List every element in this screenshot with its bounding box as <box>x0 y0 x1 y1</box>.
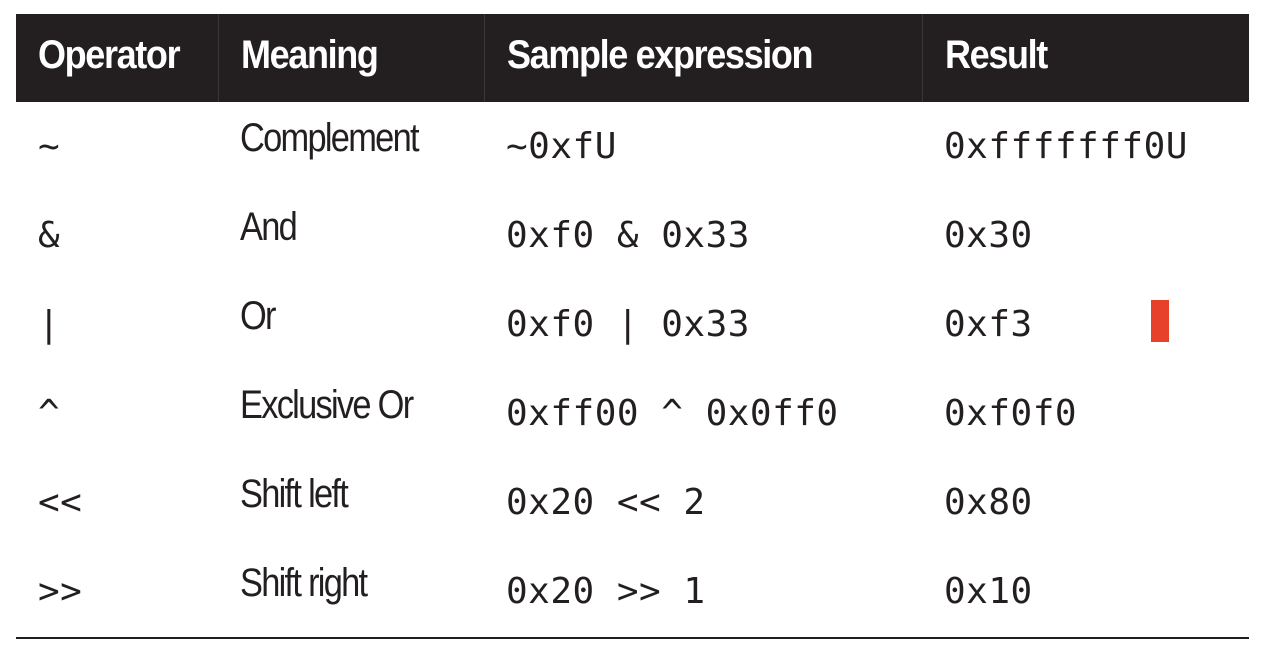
expression-cell: 0xf0 | 0x33 <box>506 304 750 345</box>
header-meaning: Meaning <box>218 14 485 102</box>
expression-cell: 0xf0 & 0x33 <box>506 215 750 256</box>
header-row: Operator Meaning Sample expression Resul… <box>16 14 1249 102</box>
table-row: ^ Exclusive Or 0xff00 ^ 0x0ff0 0xf0f0 <box>16 369 1249 458</box>
table-row: << Shift left 0x20 << 2 0x80 <box>16 458 1249 547</box>
operator-cell: ^ <box>38 393 61 434</box>
operators-table-container: Operator Meaning Sample expression Resul… <box>16 14 1249 636</box>
table-row: >> Shift right 0x20 >> 1 0x10 <box>16 547 1249 636</box>
meaning-cell: Complement <box>240 116 420 160</box>
header-sample-expression: Sample expression <box>484 14 923 102</box>
table-body: ~ Complement ~0xfU 0xfffffff0U & And 0xf… <box>16 102 1249 636</box>
result-cell: 0xf0f0 <box>944 393 1078 434</box>
result-cell: 0x10 <box>944 571 1033 612</box>
operator-cell: | <box>38 304 61 345</box>
result-cell: 0xf3 <box>944 304 1033 345</box>
meaning-cell: Or <box>240 294 277 338</box>
result-cell: 0x30 <box>944 215 1033 256</box>
result-cell: 0xfffffff0U <box>944 126 1188 167</box>
operator-cell: ~ <box>38 126 61 167</box>
expression-cell: 0x20 << 2 <box>506 482 706 523</box>
meaning-cell: Shift right <box>240 561 368 605</box>
expression-cell: 0x20 >> 1 <box>506 571 706 612</box>
table-bottom-rule <box>16 637 1249 639</box>
operator-cell: & <box>38 215 61 256</box>
operator-cell: >> <box>38 571 83 612</box>
red-marker <box>1151 300 1169 342</box>
meaning-cell: And <box>240 205 298 249</box>
meaning-cell: Shift left <box>240 472 349 516</box>
header-operator: Operator <box>16 14 219 102</box>
expression-cell: ~0xfU <box>506 126 617 167</box>
expression-cell: 0xff00 ^ 0x0ff0 <box>506 393 839 434</box>
bitwise-operators-table: Operator Meaning Sample expression Resul… <box>16 14 1249 636</box>
operator-cell: << <box>38 482 83 523</box>
table-row: & And 0xf0 & 0x33 0x30 <box>16 191 1249 280</box>
header-result: Result <box>944 32 1048 77</box>
result-cell: 0x80 <box>944 482 1033 523</box>
meaning-cell: Exclusive Or <box>240 383 414 427</box>
table-row: | Or 0xf0 | 0x33 0xf3 <box>16 280 1249 369</box>
table-row: ~ Complement ~0xfU 0xfffffff0U <box>16 102 1249 191</box>
table-header: Operator Meaning Sample expression Resul… <box>16 14 1249 102</box>
